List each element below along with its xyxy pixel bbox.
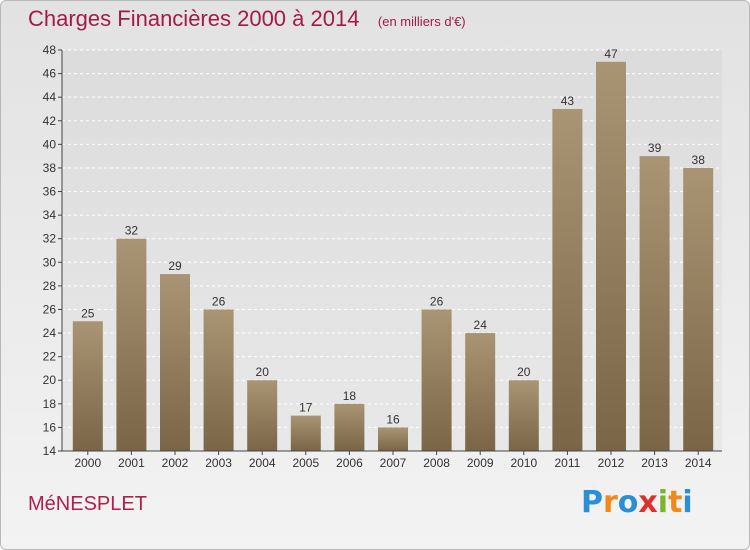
x-tick-label: 2003 xyxy=(205,456,232,470)
y-tick-label: 32 xyxy=(43,232,57,246)
y-tick-label: 40 xyxy=(43,137,57,151)
logo-letter: P xyxy=(581,485,603,520)
x-tick-label: 2012 xyxy=(598,456,625,470)
bar-2011 xyxy=(552,108,583,452)
y-tick-label: 34 xyxy=(43,208,57,222)
x-tick-label: 2008 xyxy=(423,456,450,470)
x-tick-label: 2007 xyxy=(380,456,407,470)
data-label: 20 xyxy=(256,365,270,379)
bar-2009 xyxy=(465,333,496,451)
data-label: 39 xyxy=(648,141,662,155)
chart-title: Charges Financières 2000 à 2014 xyxy=(28,6,360,31)
x-tick-label: 2010 xyxy=(510,456,537,470)
data-label: 26 xyxy=(212,294,226,308)
y-tick-label: 44 xyxy=(43,90,57,104)
y-tick-label: 26 xyxy=(43,302,57,316)
y-tick-label: 30 xyxy=(43,255,57,269)
logo-letter: x xyxy=(638,485,658,520)
data-label: 32 xyxy=(125,224,139,238)
logo-letter: i xyxy=(682,485,693,520)
logo-letter: o xyxy=(617,485,639,520)
proxiti-logo[interactable]: Proxiti xyxy=(581,485,693,520)
bar-2007 xyxy=(378,427,408,451)
x-tick-label: 2005 xyxy=(292,456,319,470)
chart-unit: (en milliers d'€) xyxy=(377,14,466,29)
bar-2004 xyxy=(247,380,278,451)
bar-2001 xyxy=(116,238,147,451)
x-tick-label: 2001 xyxy=(118,456,145,470)
data-label: 25 xyxy=(81,306,95,320)
bar-2006 xyxy=(334,403,365,451)
data-label: 18 xyxy=(343,389,357,403)
y-tick-label: 18 xyxy=(43,397,57,411)
x-tick-label: 2013 xyxy=(641,456,668,470)
bar-2012 xyxy=(596,61,626,451)
data-label: 24 xyxy=(474,318,488,332)
data-label: 26 xyxy=(430,294,444,308)
x-tick-label: 2004 xyxy=(249,456,276,470)
y-tick-label: 14 xyxy=(43,444,57,458)
bar-2013 xyxy=(639,156,670,451)
y-tick-label: 16 xyxy=(43,420,57,434)
bar-2003 xyxy=(203,309,234,451)
data-label: 29 xyxy=(168,259,182,273)
y-tick-label: 46 xyxy=(43,67,57,81)
x-tick-label: 2014 xyxy=(685,456,712,470)
data-label: 16 xyxy=(386,412,400,426)
data-label: 17 xyxy=(299,401,313,415)
bar-2008 xyxy=(421,309,452,451)
y-tick-label: 38 xyxy=(43,161,57,175)
y-tick-label: 48 xyxy=(43,43,57,57)
bar-2014 xyxy=(683,167,714,452)
bar-2000 xyxy=(72,321,103,451)
x-tick-label: 2011 xyxy=(554,456,580,470)
x-tick-label: 2002 xyxy=(162,456,189,470)
logo-letter: t xyxy=(668,485,683,520)
title-row: Charges Financières 2000 à 2014 (en mill… xyxy=(28,6,466,32)
y-tick-label: 28 xyxy=(43,279,57,293)
data-label: 20 xyxy=(517,365,531,379)
y-tick-label: 20 xyxy=(43,373,57,387)
y-tick-label: 36 xyxy=(43,185,57,199)
commune-name: MéNESPLET xyxy=(28,493,147,515)
y-tick-label: 24 xyxy=(43,326,57,340)
x-tick-label: 2006 xyxy=(336,456,363,470)
x-tick-label: 2000 xyxy=(74,456,101,470)
data-label: 47 xyxy=(604,47,618,61)
bar-2010 xyxy=(508,380,539,451)
bar-2005 xyxy=(290,415,321,451)
x-tick-label: 2009 xyxy=(467,456,494,470)
data-label: 43 xyxy=(561,94,575,108)
logo-letter: i xyxy=(657,485,669,520)
y-tick-label: 22 xyxy=(43,350,57,364)
bar-2002 xyxy=(160,274,190,451)
y-tick-label: 42 xyxy=(43,114,57,128)
logo-letter: r xyxy=(603,485,618,520)
data-label: 38 xyxy=(692,153,706,167)
